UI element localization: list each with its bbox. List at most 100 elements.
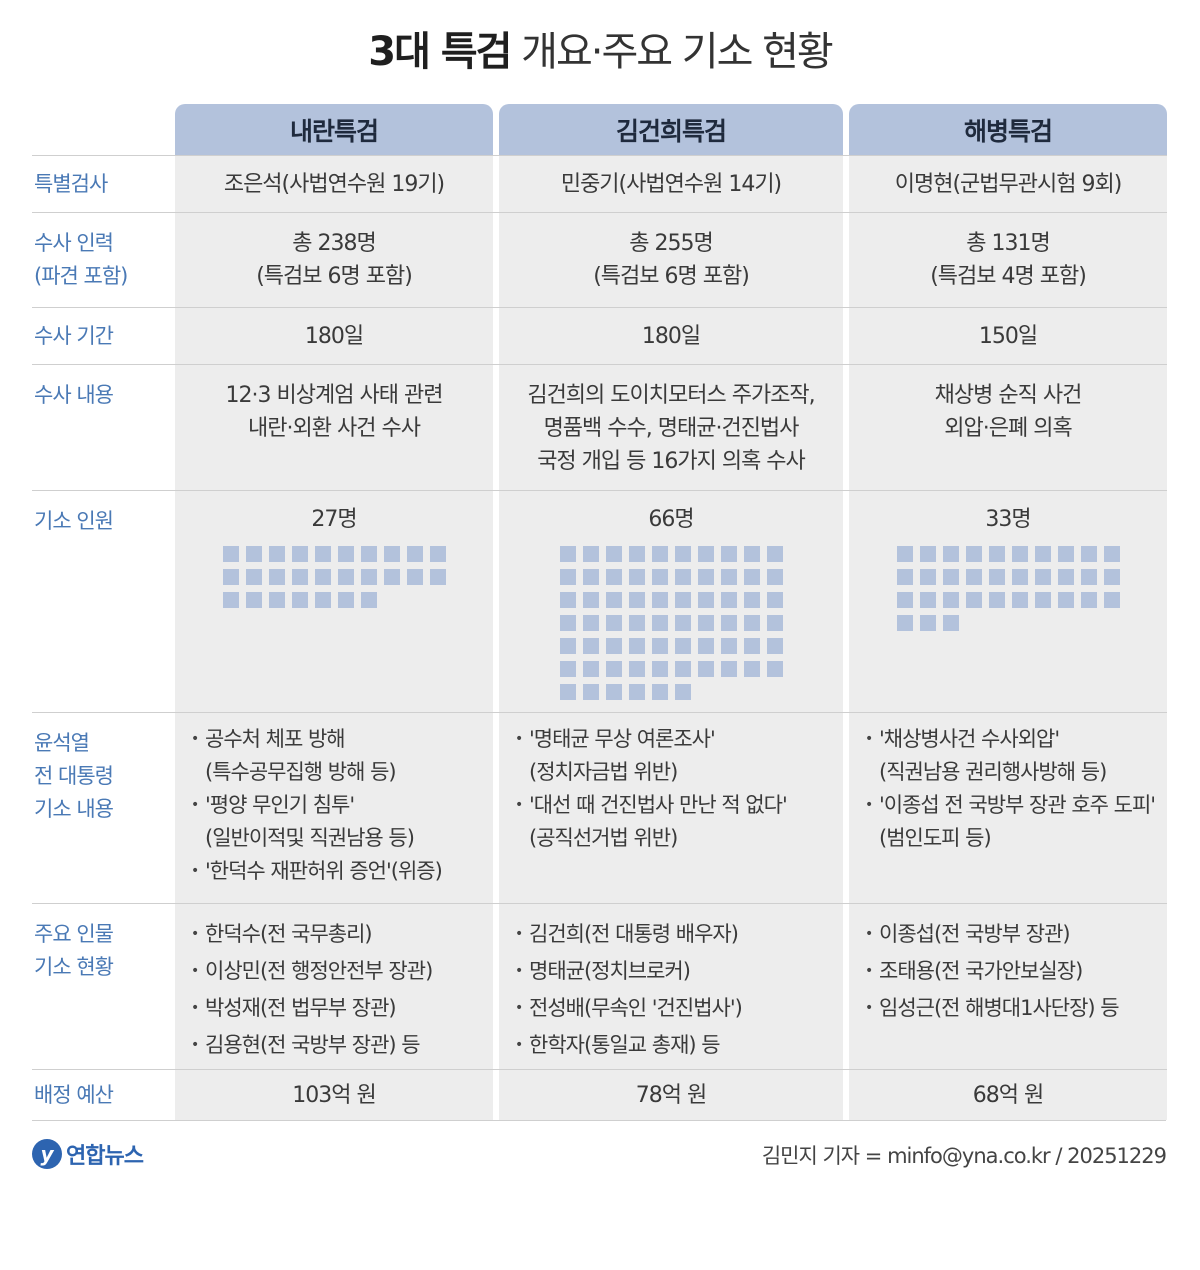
staff-cell: 총 131명 (특검보 4명 포함) xyxy=(849,212,1167,307)
person-square xyxy=(605,546,622,562)
person-square xyxy=(1057,546,1074,562)
person-square xyxy=(651,569,668,585)
staff-note: (특검보 4명 포함) xyxy=(930,264,1087,289)
yonhap-logo: y 연합뉴스 xyxy=(32,1138,144,1170)
person-square xyxy=(605,684,622,700)
staff-cell: 총 238명 (특검보 6명 포함) xyxy=(175,212,493,307)
person-square xyxy=(222,592,239,608)
person-square xyxy=(628,661,645,677)
charge-detail: (공직선거법 위반) xyxy=(529,826,678,850)
person-squares xyxy=(849,546,1167,631)
charge-item: '이종섭 전 국방부 장관 호주 도피' (범인도피 등) xyxy=(865,789,1167,855)
person-square xyxy=(360,569,377,585)
row-label-figures: 주요 인물 기소 현황 xyxy=(32,903,175,1069)
indicted-count: 33명 xyxy=(985,507,1031,532)
indicted-count: 27명 xyxy=(311,507,357,532)
scope-line: 명품백 수수, 명태균·건진법사 xyxy=(543,416,800,441)
person-square xyxy=(697,569,714,585)
person-square xyxy=(720,661,737,677)
person-square xyxy=(268,592,285,608)
person-square xyxy=(651,638,668,654)
staff-total: 총 238명 xyxy=(292,231,376,256)
scope-line: 12·3 비상계엄 사태 관련 xyxy=(225,383,444,408)
person-square xyxy=(582,638,599,654)
person-square xyxy=(245,592,262,608)
row-label-prosecutor: 특별검사 xyxy=(32,155,175,212)
column-gap xyxy=(843,212,849,307)
person-square xyxy=(651,615,668,631)
staff-note: (특검보 6명 포함) xyxy=(593,264,750,289)
charge-item: 공수처 체포 방해 (특수공무집행 방해 등) xyxy=(191,723,493,789)
person-square xyxy=(628,569,645,585)
person-square xyxy=(674,638,691,654)
person-square xyxy=(383,546,400,562)
staff-note: (특검보 6명 포함) xyxy=(256,264,413,289)
person-square xyxy=(628,546,645,562)
yonhap-logo-icon: y xyxy=(32,1139,62,1169)
person-square xyxy=(605,592,622,608)
person-square xyxy=(1103,569,1120,585)
charge-item: '평양 무인기 침투' (일반이적및 직권남용 등) xyxy=(191,789,493,855)
person-square xyxy=(337,546,354,562)
person-square xyxy=(651,684,668,700)
yoon-charges-cell: '명태균 무상 여론조사' (정치자금법 위반) '대선 때 건진법사 만난 적… xyxy=(499,712,843,903)
scope-line: 외압·은폐 의혹 xyxy=(944,416,1072,441)
scope-cell: 채상병 순직 사건 외압·은폐 의혹 xyxy=(849,364,1167,490)
person-square xyxy=(360,592,377,608)
budget-cell: 103억 원 xyxy=(175,1069,493,1120)
scope-cell: 12·3 비상계엄 사태 관련 내란·외환 사건 수사 xyxy=(175,364,493,490)
figure-item: 조태용(전 국가안보실장) xyxy=(865,953,1167,990)
person-square xyxy=(1080,546,1097,562)
person-square xyxy=(582,615,599,631)
staff-total: 총 131명 xyxy=(966,231,1050,256)
person-square xyxy=(291,592,308,608)
column-gap xyxy=(493,490,499,712)
person-square xyxy=(720,569,737,585)
column-gap xyxy=(843,903,849,1069)
person-square xyxy=(942,546,959,562)
person-square xyxy=(1057,592,1074,608)
column-header-insurrection: 내란특검 xyxy=(175,104,493,155)
person-square xyxy=(1080,592,1097,608)
label-line: (파견 포함) xyxy=(34,264,128,288)
person-square xyxy=(965,569,982,585)
person-square xyxy=(743,615,760,631)
person-square xyxy=(988,546,1005,562)
yonhap-logo-text: 연합뉴스 xyxy=(66,1144,144,1169)
person-square xyxy=(674,592,691,608)
person-square xyxy=(291,546,308,562)
person-square xyxy=(628,615,645,631)
page-title: 3대 특검 개요·주요 기소 현황 xyxy=(0,24,1200,80)
person-square xyxy=(896,569,913,585)
person-square xyxy=(919,546,936,562)
person-square xyxy=(559,546,576,562)
person-square xyxy=(314,546,331,562)
person-square xyxy=(743,546,760,562)
person-square xyxy=(942,569,959,585)
charge-title: 공수처 체포 방해 xyxy=(205,727,346,751)
column-gap xyxy=(493,307,499,364)
column-gap xyxy=(493,903,499,1069)
person-square xyxy=(628,638,645,654)
person-square xyxy=(605,638,622,654)
reporter-credit: 김민지 기자 = minfo@yna.co.kr / 20251229 xyxy=(761,1144,1167,1168)
person-square xyxy=(406,546,423,562)
figure-item: 한학자(통일교 총재) 등 xyxy=(515,1027,843,1064)
row-label-yoon: 윤석열 전 대통령 기소 내용 xyxy=(32,712,175,903)
person-square xyxy=(919,615,936,631)
person-square xyxy=(268,546,285,562)
charge-detail: (특수공무집행 방해 등) xyxy=(205,760,397,784)
table-bottom-rule xyxy=(32,1120,1166,1121)
person-square xyxy=(559,569,576,585)
charge-title: '한덕수 재판허위 증언'(위증) xyxy=(205,859,443,883)
person-square xyxy=(896,615,913,631)
column-gap xyxy=(493,364,499,490)
person-square xyxy=(674,661,691,677)
prosecutor-cell: 이명현(군법무관시험 9회) xyxy=(849,155,1167,212)
figure-item: 김건희(전 대통령 배우자) xyxy=(515,916,843,953)
charge-title: '평양 무인기 침투' xyxy=(205,793,355,817)
indicted-count: 66명 xyxy=(648,507,694,532)
column-gap xyxy=(493,712,499,903)
column-header-marine: 해병특검 xyxy=(849,104,1167,155)
period-cell: 150일 xyxy=(849,307,1167,364)
